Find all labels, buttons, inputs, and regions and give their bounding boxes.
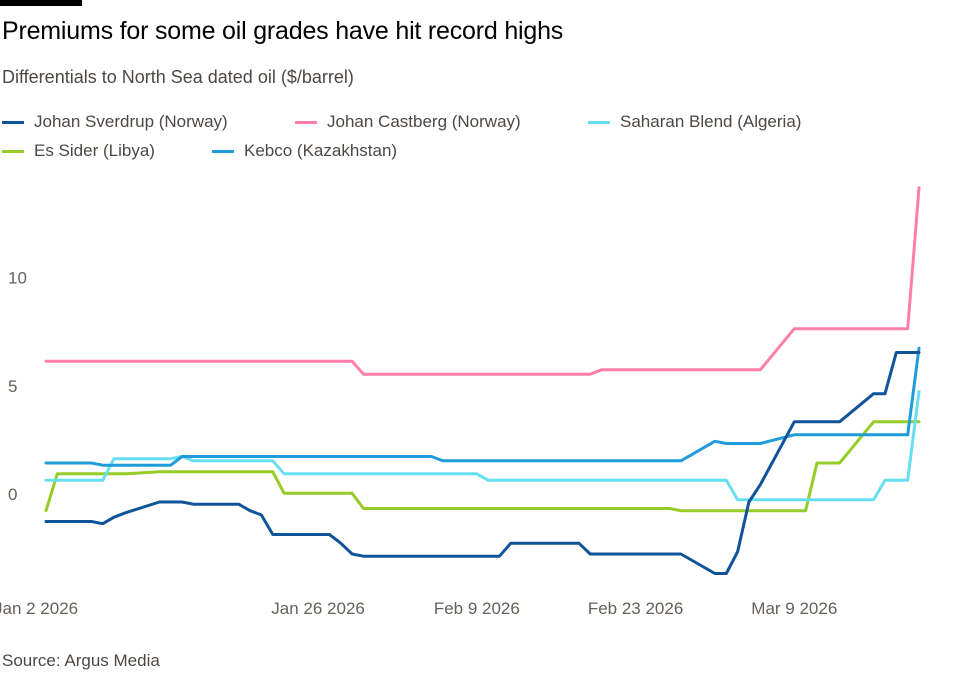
brand-bar [0,0,82,6]
y-tick-label: 10 [8,269,27,288]
x-tick-label: Feb 9 2026 [434,599,520,618]
legend-swatch [588,120,610,124]
legend-label: Saharan Blend (Algeria) [620,112,802,131]
series-layer [44,186,921,575]
legend-swatch [295,120,317,124]
y-tick-label: 0 [8,485,17,504]
legend-item-es-sider: Es Sider (Libya) [2,141,155,161]
series-line-kebco-kazakhstan [44,346,921,467]
legend-item-kebco: Kebco (Kazakhstan) [212,141,397,161]
legend-item-saharan-blend: Saharan Blend (Algeria) [588,112,801,132]
series-line-johan-sverdrup-norway [44,351,921,575]
legend-label: Johan Castberg (Norway) [327,112,521,131]
legend-label: Es Sider (Libya) [34,141,155,160]
legend-label: Kebco (Kazakhstan) [244,141,398,160]
y-axis: 0 5 10 [8,269,27,505]
x-tick-label: Jan 26 2026 [271,599,365,618]
legend-swatch [2,120,24,124]
series-line-es-sider-libya [44,420,921,513]
legend-label: Johan Sverdrup (Norway) [34,112,228,131]
x-tick-label: Jan 2 2026 [0,599,78,618]
series-line-saharan-blend-algeria [44,390,921,502]
series-line-johan-castberg-norway [44,186,921,376]
chart-subtitle: Differentials to North Sea dated oil ($/… [2,67,354,87]
legend-item-johan-castberg: Johan Castberg (Norway) [295,112,521,132]
source-note: Source: Argus Media [2,651,160,670]
x-axis: Jan 2 2026 Jan 26 2026 Feb 9 2026 Feb 23 20… [0,599,837,618]
legend-item-johan-sverdrup: Johan Sverdrup (Norway) [2,112,228,132]
legend-swatch [212,149,234,153]
x-tick-label: Mar 9 2026 [751,599,837,618]
legend-swatch [2,149,24,153]
chart-legend: Johan Sverdrup (Norway) Johan Castberg (… [0,112,979,172]
x-tick-label: Feb 23 2026 [588,599,683,618]
y-tick-label: 5 [8,377,17,396]
chart-title: Premiums for some oil grades have hit re… [2,17,564,45]
